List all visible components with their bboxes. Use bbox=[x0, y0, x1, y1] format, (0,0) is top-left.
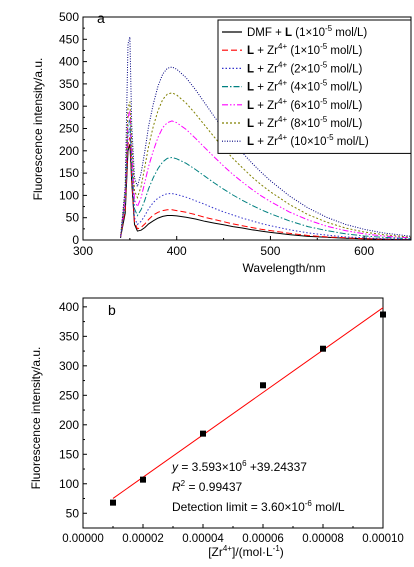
panel-b-y-tick-label: 200 bbox=[59, 418, 79, 432]
panel-b-data-point bbox=[380, 311, 386, 318]
panel-a-series-line-5 bbox=[120, 110, 412, 239]
panel-a-legend-label-2: L + Zr4+ (1×10-5 mol/L) bbox=[247, 42, 363, 57]
panel-b-r-squared: R2 = 0.99437 bbox=[172, 479, 243, 494]
panel-b-y-tick-label: 350 bbox=[59, 329, 79, 343]
panel-a-x-tick-label: 400 bbox=[167, 244, 187, 258]
panel-a-legend-label-1: DMF + L (1×10-5 mol/L) bbox=[247, 24, 367, 39]
panel-b-data-point bbox=[140, 476, 146, 483]
panel-b-data-point bbox=[110, 499, 116, 506]
panel-b-points-layer bbox=[110, 311, 386, 506]
panel-a-legend: DMF + L (1×10-5 mol/L) L + Zr4+ (1×10-5 m… bbox=[217, 19, 412, 154]
panel-a-legend-label-5: L + Zr4+ (6×10-5 mol/L) bbox=[247, 97, 363, 112]
panel-a-legend-label-6: L + Zr4+ (8×10-5 mol/L) bbox=[247, 115, 363, 130]
panel-b-x-axis-label: [Zr4+]/(mol·L-1) bbox=[208, 544, 284, 559]
panel-a-y-axis-label: Fluorescence intensity/a.u. bbox=[31, 58, 45, 201]
panel-b-fit-equation: y = 3.593×106 +39.24337 bbox=[171, 459, 307, 474]
panel-a-y-tick-label: 400 bbox=[59, 55, 79, 69]
panel-a-y-tick-label: 200 bbox=[59, 144, 79, 158]
panel-b-y-tick-label: 300 bbox=[59, 359, 79, 373]
panel-b-y-tick-label: 50 bbox=[66, 506, 80, 520]
panel-a-legend-label-7: L + Zr4+ (10×10-5 mol/L) bbox=[247, 133, 369, 148]
panel-b-axes-layer: 50 100 150 200 250 300 350 400 0.00000 0.00002 0.0… bbox=[59, 297, 404, 545]
panel-b-detection-limit: Detection limit = 3.60×10-6 mol/L bbox=[172, 499, 345, 514]
panel-b-data-point bbox=[260, 382, 266, 389]
panel-a-x-tick-label: 500 bbox=[260, 244, 280, 258]
panel-b-y-tick-label: 400 bbox=[59, 300, 79, 314]
panel-a-y-tick-label: 150 bbox=[59, 166, 79, 180]
panel-b-x-tick-label: 0.00004 bbox=[182, 533, 224, 545]
panel-b-y-tick-label: 150 bbox=[59, 447, 79, 461]
panel-a-chart: 0 50 100 150 200 250 300 350 400 450 500 300 400 500 6… bbox=[31, 10, 412, 275]
panel-a-x-tick-label: 300 bbox=[73, 244, 93, 258]
panel-a-y-tick-label: 50 bbox=[66, 211, 80, 225]
panel-a-y-tick-label: 350 bbox=[59, 77, 79, 91]
panel-a-x-tick-label: 600 bbox=[354, 244, 374, 258]
panel-b-x-tick-label: 0.00010 bbox=[362, 533, 404, 545]
panel-b-fit-layer bbox=[112, 307, 384, 499]
panel-b-data-point bbox=[200, 430, 206, 437]
panel-a-legend-label-4: L + Zr4+ (4×10-5 mol/L) bbox=[247, 79, 363, 94]
panel-a-series-line-4 bbox=[120, 119, 412, 240]
panel-b-label: b bbox=[108, 302, 116, 318]
panel-a-label: a bbox=[97, 10, 105, 26]
panel-a-axes-layer: 0 50 100 150 200 250 300 350 400 450 500 300 400 500 6… bbox=[59, 10, 412, 258]
panel-a-x-axis-label: Wavelength/nm bbox=[243, 261, 326, 275]
panel-b-y-axis-label: Fluorescence intensity/a.u. bbox=[29, 347, 43, 490]
panel-a-y-tick-label: 250 bbox=[59, 122, 79, 136]
panel-a-legend-label-3: L + Zr4+ (2×10-5 mol/L) bbox=[247, 60, 363, 75]
panel-b-y-tick-label: 250 bbox=[59, 388, 79, 402]
panel-a-series-line-2 bbox=[120, 137, 411, 241]
panel-a-series-line-3 bbox=[120, 128, 412, 241]
panel-b-fit-line bbox=[112, 307, 384, 499]
panel-b-x-tick-label: 0.00006 bbox=[242, 533, 284, 545]
panel-b-x-tick-label: 0.00002 bbox=[122, 533, 164, 545]
panel-a-y-tick-label: 100 bbox=[59, 188, 79, 202]
panel-a-series-line-1 bbox=[120, 143, 411, 241]
panel-a-legend-box bbox=[217, 19, 412, 154]
panel-b-y-tick-label: 100 bbox=[59, 477, 79, 491]
panel-b-data-point bbox=[320, 345, 326, 352]
panel-a-y-tick-label: 450 bbox=[59, 32, 79, 46]
panel-a-y-tick-label: 300 bbox=[59, 99, 79, 113]
panel-b-chart: 50 100 150 200 250 300 350 400 0.00000 0.00002 0.0… bbox=[29, 297, 404, 559]
panel-a-y-tick-label: 0 bbox=[72, 233, 79, 247]
panel-b-annotations: y = 3.593×106 +39.24337 R2 = 0.99437 Detec… bbox=[171, 459, 345, 514]
panel-a-series-layer bbox=[120, 36, 412, 241]
panel-b-x-tick-label: 0.00008 bbox=[302, 533, 344, 545]
panel-b-x-tick-label: 0.00000 bbox=[62, 533, 104, 545]
panel-a-y-tick-label: 500 bbox=[59, 10, 79, 24]
panel-a-series-line-6 bbox=[120, 92, 412, 238]
